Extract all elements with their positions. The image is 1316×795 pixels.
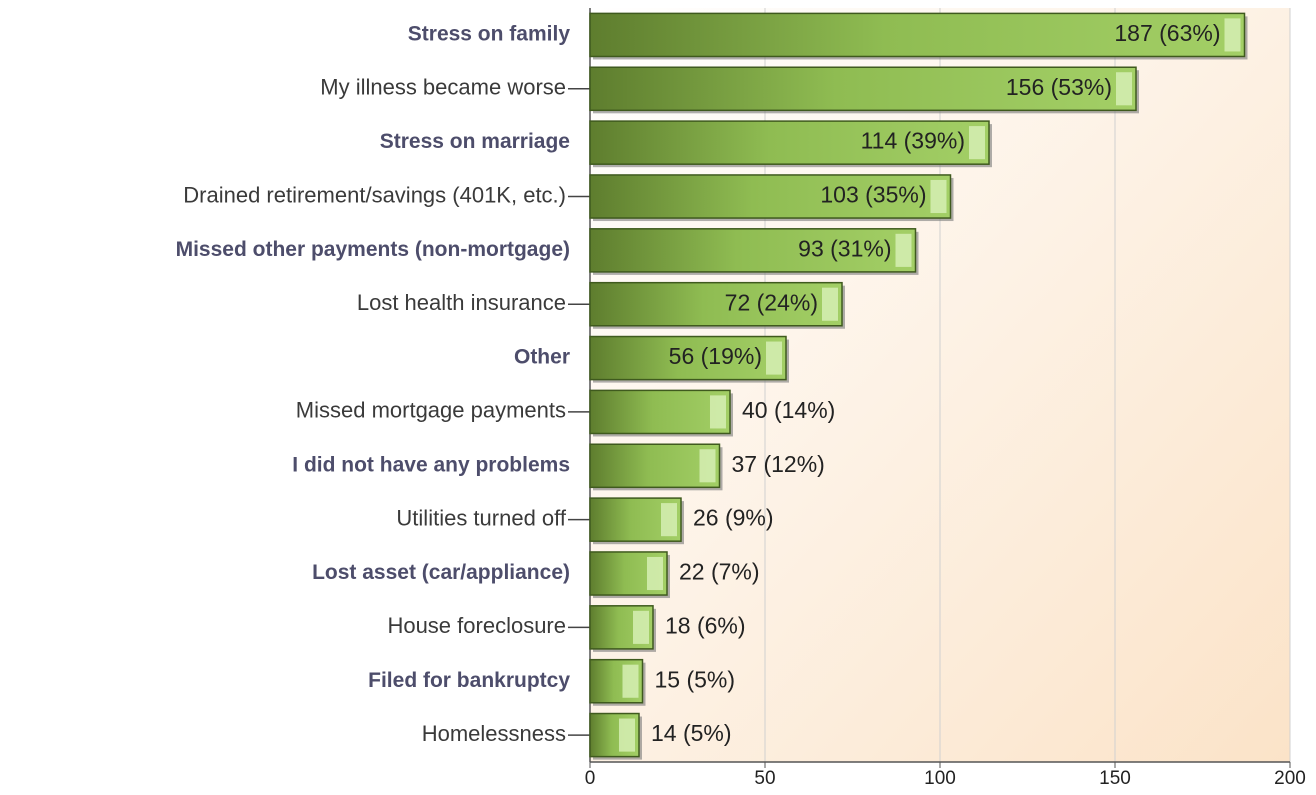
bar-highlight — [1116, 72, 1132, 106]
bar — [589, 120, 990, 165]
value-label: 26 (9%) — [693, 505, 774, 531]
value-label: 14 (5%) — [651, 720, 732, 746]
value-label: 103 (35%) — [820, 182, 926, 208]
bar-highlight — [647, 556, 663, 591]
y-tick-label: Homelessness — [422, 721, 566, 746]
y-tick-label: House foreclosure — [387, 613, 566, 638]
bar-highlight — [619, 718, 635, 752]
bar-highlight — [766, 341, 782, 375]
x-tick-label: 0 — [585, 768, 596, 789]
value-label: 114 (39%) — [861, 128, 965, 154]
value-label: 56 (19%) — [669, 343, 762, 369]
bar-highlight — [622, 664, 639, 698]
value-label: 15 (5%) — [655, 666, 736, 692]
value-label: 187 (63%) — [1114, 20, 1220, 46]
y-tick-label: Other — [514, 346, 570, 369]
bar — [589, 281, 843, 327]
x-tick-label: 150 — [1099, 768, 1131, 789]
y-tick-label: Utilities turned off — [396, 505, 566, 530]
value-label: 93 (31%) — [798, 235, 891, 261]
x-tick-label: 50 — [754, 768, 775, 789]
bar — [589, 174, 952, 219]
bar — [589, 12, 1246, 58]
x-tick-label: 100 — [924, 768, 956, 789]
value-label: 18 (6%) — [665, 612, 746, 638]
bar-highlight — [895, 233, 912, 267]
bar-highlight — [969, 126, 985, 160]
y-tick-label: Stress on marriage — [380, 130, 570, 153]
bar-highlight — [1224, 18, 1241, 52]
y-tick-label: Lost health insurance — [357, 290, 566, 315]
value-label: 156 (53%) — [1006, 74, 1112, 100]
y-tick-label: Missed other payments (non-mortgage) — [176, 238, 570, 261]
value-label: 72 (24%) — [725, 289, 818, 315]
y-tick-label: Missed mortgage payments — [296, 398, 566, 423]
bar — [589, 335, 787, 381]
y-tick-label: Drained retirement/savings (401K, etc.) — [183, 182, 566, 207]
y-tick-label: My illness became worse — [320, 75, 566, 100]
bar-highlight — [710, 395, 726, 429]
y-tick-label: I did not have any problems — [292, 453, 570, 476]
x-tick-label: 200 — [1274, 768, 1306, 789]
bar-highlight — [661, 503, 677, 537]
bar — [589, 228, 917, 273]
y-tick-label: Lost asset (car/appliance) — [312, 561, 570, 584]
bar-highlight — [633, 610, 649, 644]
bar — [589, 66, 1137, 112]
bar-highlight — [822, 287, 838, 321]
value-label: 22 (7%) — [679, 559, 760, 585]
bar-highlight — [930, 179, 947, 214]
bar — [589, 443, 721, 489]
y-tick-label: Filed for bankruptcy — [368, 669, 570, 692]
value-label: 37 (12%) — [732, 451, 825, 477]
bar-highlight — [699, 449, 716, 483]
bar — [589, 389, 731, 435]
value-label: 40 (14%) — [742, 397, 835, 423]
y-tick-label: Stress on family — [408, 22, 571, 45]
